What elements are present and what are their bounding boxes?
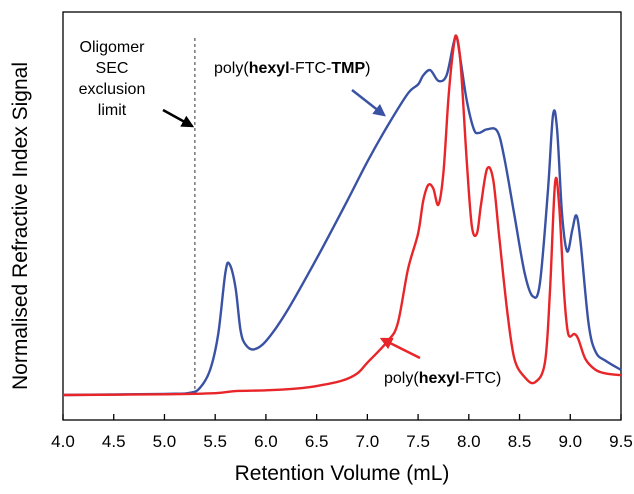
series-1-label: poly(hexyl-FTC-TMP) [214,60,370,77]
exclusion-label-line-2: SEC [96,60,129,77]
y-axis-title: Normalised Refractive Index Signal [9,62,32,390]
x-tick-label-8: 8.0 [457,432,481,451]
series-2-label: poly(hexyl-FTC) [384,370,501,387]
x-tick-label-5: 6.5 [305,432,329,451]
exclusion-label-line-1: Oligomer [80,39,146,56]
exclusion-arrow [162,108,195,128]
x-tick-label-9: 8.5 [508,432,532,451]
x-tick-label-10: 9.0 [558,432,582,451]
x-axis-title: Retention Volume (mL) [235,462,450,485]
series-2-arrow [379,337,421,360]
x-tick-label-7: 7.5 [406,432,430,451]
x-tick-label-4: 6.0 [254,432,278,451]
x-tick-label-6: 7.0 [356,432,380,451]
series-1-line [62,34,622,397]
series-2-line [62,34,622,397]
plot-frame [62,11,622,421]
x-axis-ticks [62,414,622,420]
x-tick-label-2: 5.0 [153,432,177,451]
x-tick-label-11: 9.5 [609,432,633,451]
exclusion-label-line-4: limit [98,102,127,119]
x-axis-tick-labels: 4.0 4.5 5.0 5.5 6.0 6.5 7.0 7.5 8.0 8.5 9.0 9.5 [51,432,633,451]
series-lines [62,34,622,397]
exclusion-label-line-3: exclusion [79,81,146,98]
x-tick-label-3: 5.5 [203,432,227,451]
x-tick-label-1: 4.5 [102,432,126,451]
series-1-arrow [351,89,386,117]
x-tick-label-0: 4.0 [51,432,75,451]
